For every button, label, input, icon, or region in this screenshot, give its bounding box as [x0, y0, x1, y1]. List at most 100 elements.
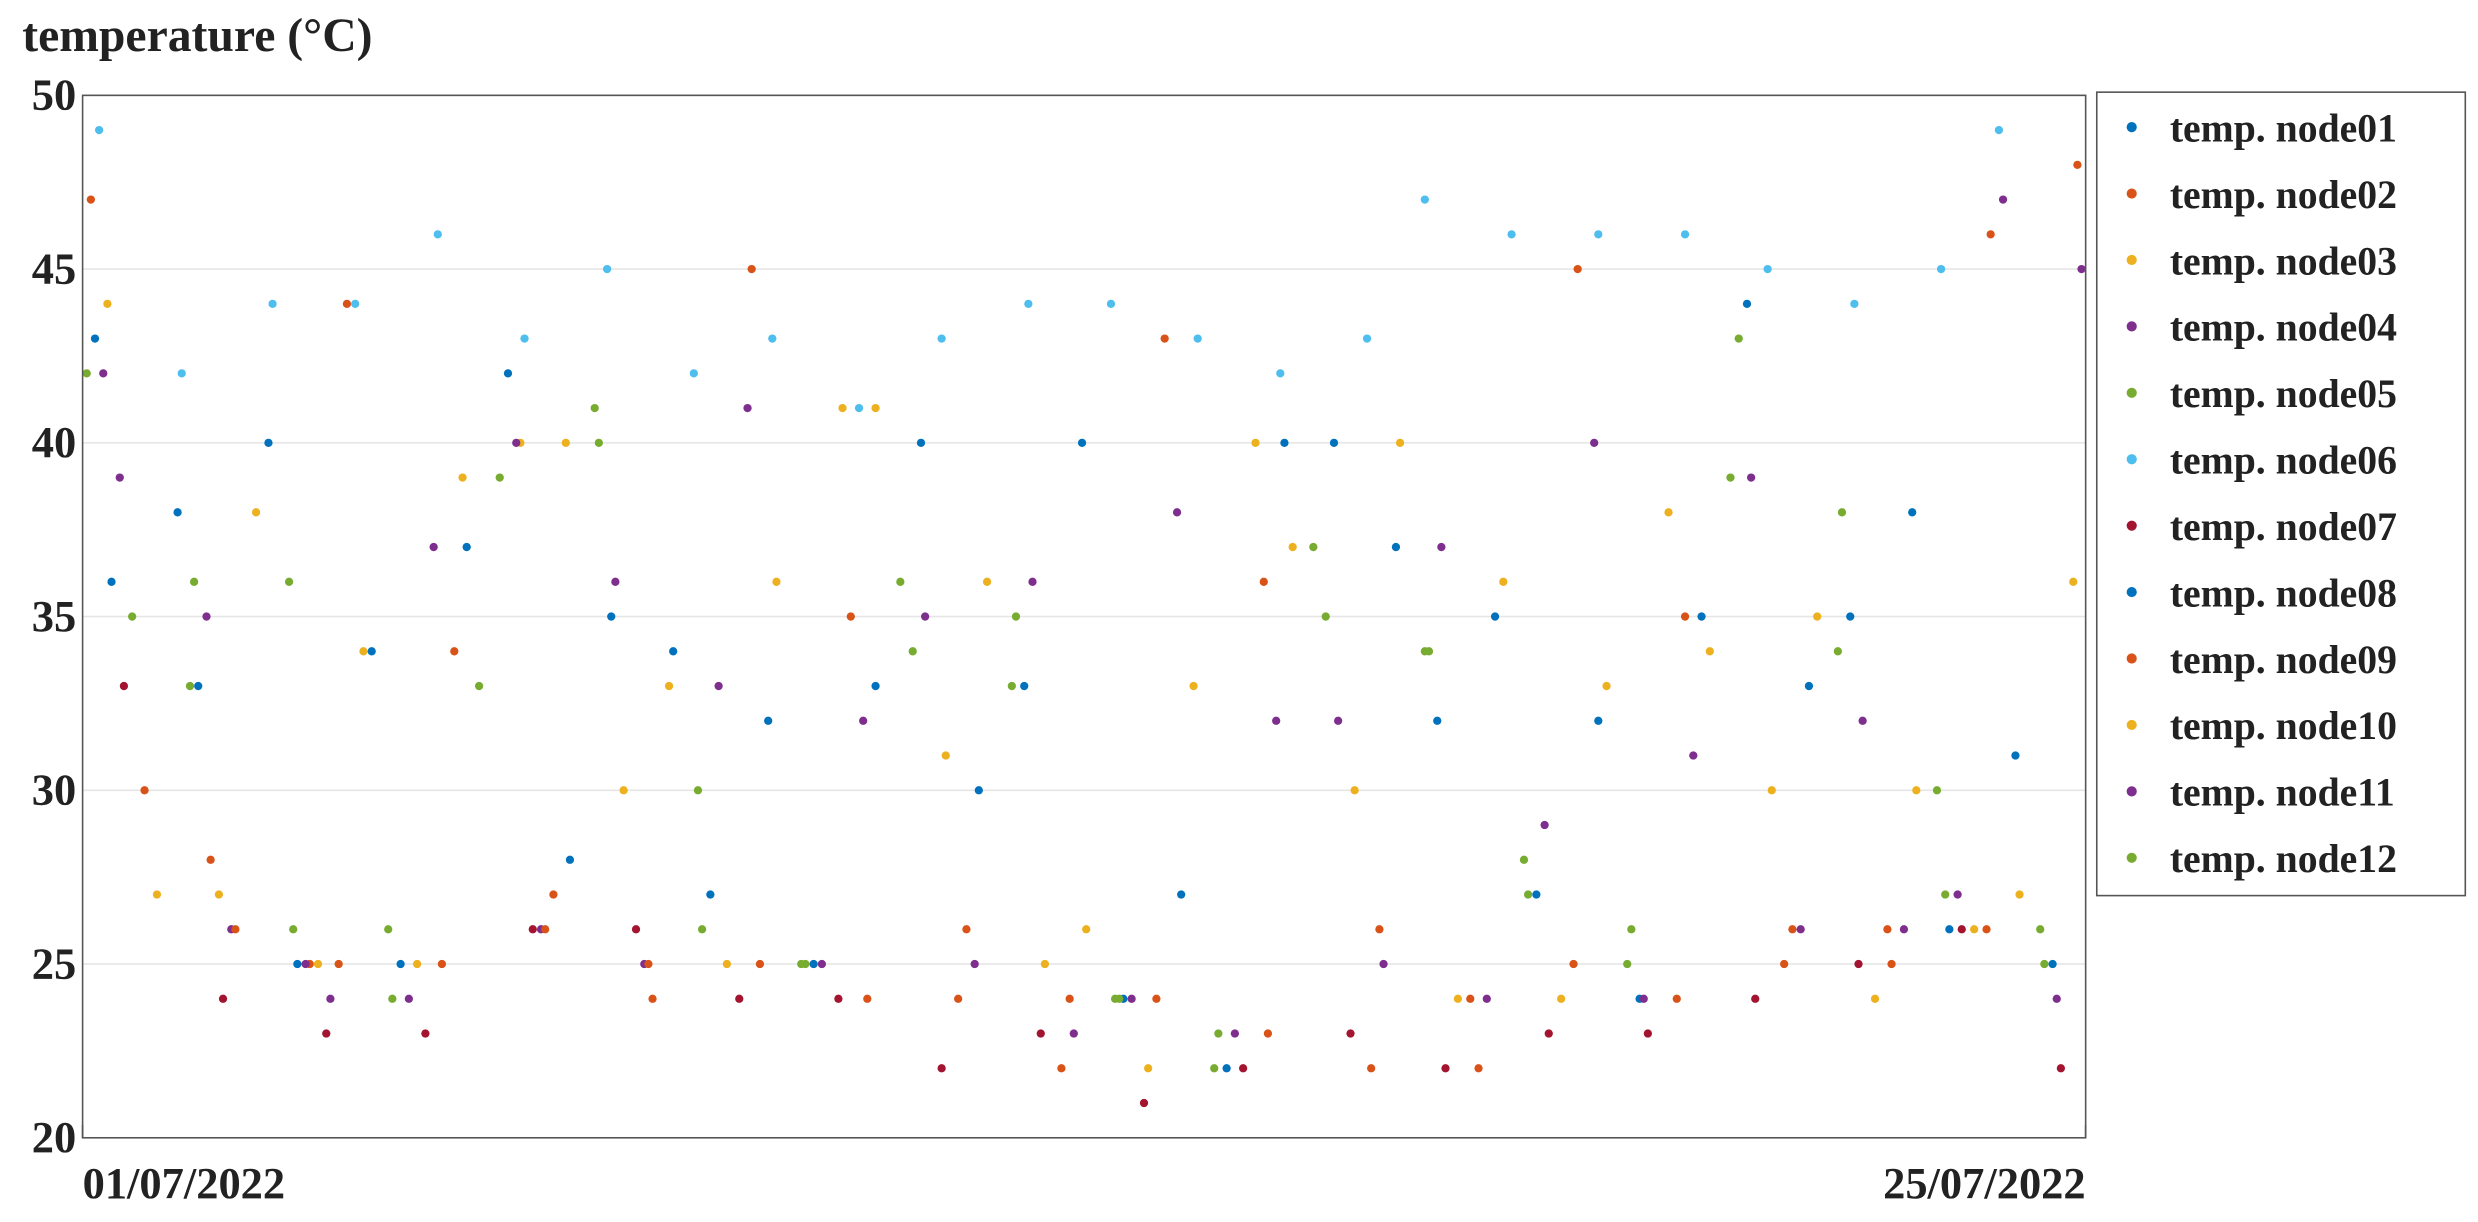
data-point — [1837, 508, 1847, 517]
data-point — [1957, 925, 1966, 934]
data-point — [1395, 438, 1405, 447]
data-point — [140, 786, 149, 795]
y-tick-label: 45 — [32, 243, 76, 293]
legend-label: temp. node09 — [2170, 638, 2397, 682]
data-point — [1375, 925, 1384, 934]
data-point — [301, 959, 310, 969]
data-point — [607, 612, 616, 621]
data-point — [2056, 1064, 2065, 1073]
data-point — [474, 681, 484, 691]
data-point — [982, 577, 992, 586]
data-point — [565, 855, 575, 864]
data-point — [1932, 786, 1942, 795]
data-point — [2069, 577, 2078, 586]
data-point — [173, 508, 182, 517]
legend-label: temp. node12 — [2170, 837, 2397, 881]
data-point — [693, 786, 703, 795]
data-point — [218, 994, 228, 1003]
data-point — [528, 925, 537, 934]
data-point — [1780, 959, 1789, 969]
data-point — [920, 612, 930, 621]
data-point — [1420, 195, 1429, 204]
data-point — [1804, 681, 1814, 691]
data-point — [1697, 612, 1706, 621]
data-point — [1986, 230, 1995, 239]
data-point — [520, 334, 529, 343]
data-point — [1144, 1064, 1153, 1073]
data-point — [1544, 1029, 1553, 1038]
y-tick-label: 20 — [32, 1112, 76, 1162]
data-point — [2040, 959, 2049, 969]
data-point — [1077, 438, 1087, 447]
data-point — [189, 577, 199, 586]
data-point — [1177, 890, 1186, 899]
data-point — [1573, 264, 1582, 274]
legend-marker — [2126, 852, 2137, 863]
data-point — [82, 369, 91, 378]
data-point — [1024, 299, 1033, 308]
data-point — [846, 612, 855, 621]
data-point — [896, 577, 905, 586]
x-tick-label: 01/07/2022 — [83, 1158, 286, 1208]
data-point — [1433, 716, 1442, 725]
data-point — [512, 438, 521, 447]
data-point — [119, 681, 129, 691]
data-point — [1734, 334, 1743, 343]
data-point — [1379, 959, 1388, 969]
data-point — [450, 647, 459, 656]
data-point — [937, 1064, 946, 1073]
data-point — [1569, 959, 1578, 969]
data-point — [1945, 925, 1954, 934]
data-point — [1276, 369, 1285, 378]
data-point — [1065, 994, 1074, 1003]
data-point — [503, 369, 513, 378]
legend-box — [2095, 91, 2467, 897]
legend-label: temp. node10 — [2170, 704, 2397, 748]
data-point — [1441, 1064, 1450, 1073]
data-point — [1222, 1064, 1231, 1073]
data-point — [1998, 195, 2008, 204]
data-point — [268, 299, 277, 308]
data-point — [1272, 716, 1281, 725]
data-point — [313, 959, 323, 969]
legend-label: temp. node08 — [2170, 571, 2397, 615]
data-point — [1941, 890, 1950, 899]
data-point — [2073, 160, 2082, 169]
data-point — [429, 542, 438, 552]
data-point — [838, 403, 847, 413]
data-point — [1263, 1029, 1273, 1038]
data-point — [541, 925, 550, 934]
data-point — [1763, 264, 1772, 274]
legend-marker — [2126, 321, 2137, 332]
data-point — [1746, 473, 1756, 482]
data-point — [648, 994, 657, 1003]
data-point — [747, 264, 756, 274]
data-point — [1329, 438, 1339, 447]
data-point — [1767, 786, 1776, 795]
data-point — [664, 681, 674, 691]
data-point — [1523, 890, 1533, 899]
data-point — [1602, 681, 1611, 691]
plot-frame — [81, 94, 2087, 1139]
data-point — [1127, 994, 1136, 1003]
data-point — [1643, 1029, 1652, 1038]
data-point — [1594, 716, 1603, 725]
data-point — [1333, 716, 1343, 725]
data-point — [214, 890, 224, 899]
data-point — [962, 925, 971, 934]
data-point — [1346, 1029, 1355, 1038]
data-point — [1106, 299, 1116, 308]
legend-marker — [2126, 254, 2137, 266]
data-point — [1362, 334, 1372, 343]
data-point — [768, 334, 777, 343]
data-point — [1680, 230, 1690, 239]
legend-marker — [2126, 188, 2137, 199]
data-point — [1796, 925, 1805, 934]
data-point — [185, 681, 195, 691]
data-point — [1594, 230, 1603, 239]
data-point — [1453, 994, 1463, 1003]
data-point — [1936, 264, 1946, 274]
data-point — [1833, 647, 1842, 656]
